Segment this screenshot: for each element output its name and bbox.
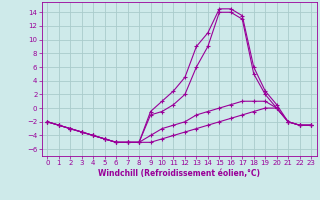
X-axis label: Windchill (Refroidissement éolien,°C): Windchill (Refroidissement éolien,°C) xyxy=(98,169,260,178)
